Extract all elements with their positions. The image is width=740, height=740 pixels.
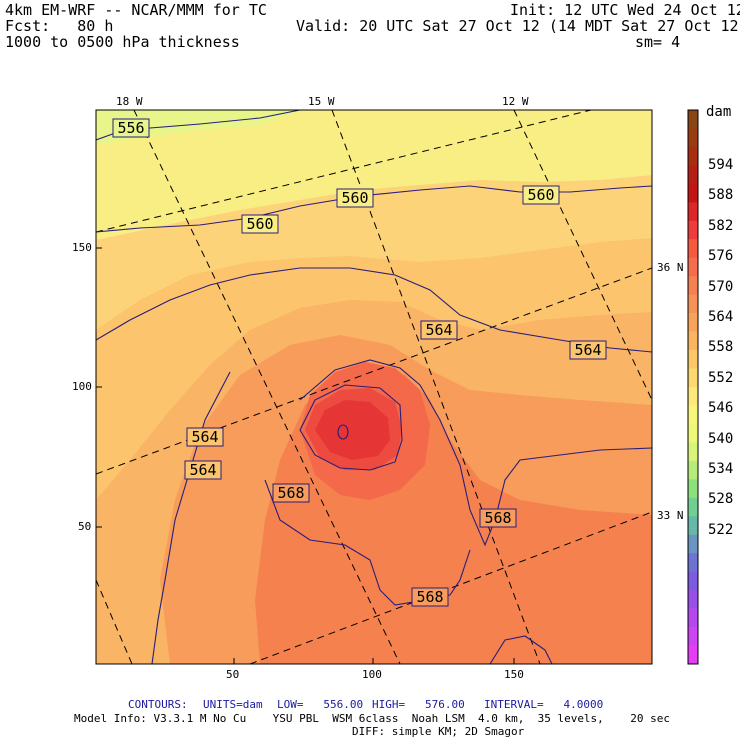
right-lat-label: 33 N — [657, 509, 684, 522]
x-tick-label: 50 — [226, 668, 240, 681]
band-574 — [315, 400, 390, 460]
header-line2-right: Valid: 20 UTC Sat 27 Oct 12 (14 MDT Sat … — [296, 17, 740, 35]
colorbar-cell — [688, 257, 698, 277]
colorbar-cell — [688, 368, 698, 388]
contour-568-south — [264, 479, 471, 606]
colorbar-level-label: 540 — [708, 430, 734, 447]
footer-contours-label: CONTOURS: — [128, 698, 188, 711]
colorbar-cell — [688, 627, 698, 646]
contour-568 — [299, 359, 652, 547]
header-line1-right: Init: 12 UTC Wed 24 Oct 12 — [510, 1, 740, 19]
colorbar-level-label: 546 — [708, 400, 734, 417]
band-558 — [96, 110, 652, 240]
contour-label: 560 — [527, 186, 554, 204]
y-tick-label: 100 — [72, 380, 92, 393]
footer-units: UNITS=dam — [203, 698, 263, 711]
footer-diff-info: DIFF: simple KM; 2D Smagor — [352, 725, 525, 738]
colorbar-cell — [688, 516, 698, 536]
colorbar-cell — [688, 590, 698, 609]
contour-label: 564 — [425, 321, 452, 339]
colorbar-frame — [687, 109, 699, 665]
contour-label: 564 — [189, 461, 216, 479]
colorbar-cell — [688, 128, 698, 148]
contour-label: 564 — [574, 341, 601, 359]
y-tick-label: 50 — [78, 520, 92, 533]
footer-low: LOW= 556.00 — [277, 698, 364, 711]
colorbar-level-label: 558 — [708, 339, 734, 356]
colorbar — [687, 109, 699, 665]
x-tick-label: 150 — [504, 668, 524, 681]
contour-564-south — [489, 635, 553, 664]
footer-model-info: Model Info: V3.3.1 M No Cu YSU PBL WSM 6… — [74, 712, 671, 725]
colorbar-level-label: 582 — [708, 217, 734, 234]
contour-label-group: 556 560 560 560 564 564 564 564 568 568 … — [112, 118, 607, 607]
header-line3-right: sm= 4 — [635, 33, 681, 51]
colorbar-cell — [688, 239, 698, 259]
contour-label: 568 — [277, 484, 304, 502]
right-lat-label: 36 N — [657, 261, 684, 274]
top-lon-label: 12 W — [502, 95, 529, 108]
tick-marks — [96, 247, 515, 664]
contour-label: 560 — [341, 189, 368, 207]
colorbar-level-label: 594 — [708, 157, 734, 173]
colorbar-cell — [688, 387, 698, 406]
colorbar-cell — [688, 534, 698, 554]
colorbar-level-label: 564 — [708, 309, 734, 325]
colorbar-level-label: 576 — [708, 248, 734, 265]
footer-interval: INTERVAL= 4.0000 — [484, 698, 604, 711]
colorbar-cell — [688, 608, 698, 628]
colorbar-cell — [688, 220, 698, 240]
top-lon-label: 18 W — [116, 95, 143, 108]
colorbar-cell — [688, 350, 698, 369]
colorbar-cell — [688, 165, 698, 185]
colorbar-cell — [688, 442, 698, 462]
y-tick-label: 150 — [72, 241, 92, 254]
colorbar-level-label: 552 — [708, 369, 734, 386]
colorbar-cell — [688, 276, 698, 295]
colorbar-cell — [688, 645, 698, 665]
colorbar-cell — [688, 405, 698, 425]
colorbar-cell — [688, 294, 698, 314]
colorbar-level-label: 522 — [708, 521, 734, 538]
colorbar-level-label: 534 — [708, 461, 734, 477]
top-lon-label: 15 W — [308, 95, 335, 108]
colorbar-unit: dam — [706, 104, 732, 120]
colorbar-cell — [688, 423, 698, 443]
colorbar-level-label: 570 — [708, 278, 734, 295]
contour-label: 560 — [246, 215, 273, 233]
contour-564 — [96, 267, 652, 353]
contour-564-west — [151, 371, 231, 664]
contour-lines — [96, 110, 652, 664]
contour-label: 568 — [416, 588, 443, 606]
header-line2-left: Fcst: 80 h — [5, 17, 114, 35]
colorbar-cell — [688, 460, 698, 480]
contour-576 — [337, 424, 349, 440]
colorbar-cell — [688, 553, 698, 572]
contour-label: 568 — [484, 509, 511, 527]
colorbar-cell — [688, 571, 698, 591]
contour-label: 556 — [117, 119, 144, 137]
footer-high: HIGH= 576.00 — [372, 698, 465, 711]
colorbar-level-label: 588 — [708, 187, 734, 204]
colorbar-cell — [688, 479, 698, 499]
colorbar-cell — [688, 146, 698, 166]
colorbar-cell — [688, 202, 698, 222]
header-line3-left: 1000 to 0500 hPa thickness — [5, 33, 240, 51]
header-line1-left: 4km EM-WRF -- NCAR/MMM for TC — [5, 1, 267, 19]
colorbar-cell — [688, 110, 698, 129]
colorbar-cell — [688, 331, 698, 351]
colorbar-cell — [688, 313, 698, 332]
colorbar-cell — [688, 183, 698, 203]
colorbar-cell — [688, 497, 698, 517]
contour-572 — [299, 384, 403, 471]
colorbar-level-label: 528 — [708, 491, 734, 508]
x-tick-label: 100 — [362, 668, 382, 681]
contour-560 — [96, 185, 652, 233]
contour-label: 564 — [191, 428, 218, 446]
